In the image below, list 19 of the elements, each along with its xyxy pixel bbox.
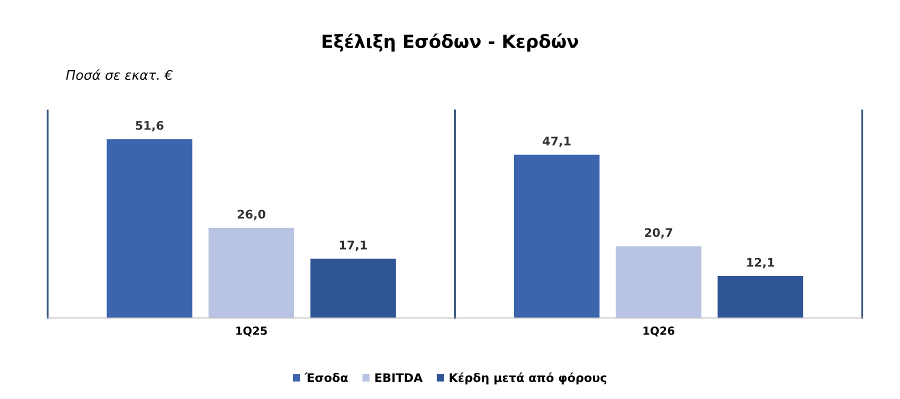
chart-title: Εξέλιξη Εσόδων - Κερδών <box>322 33 578 52</box>
x-tick-label: 1Q26 <box>644 326 674 336</box>
chart-subtitle: Ποσά σε εκατ. € <box>66 69 173 80</box>
legend-label: EBITDA <box>375 373 423 382</box>
bar <box>718 276 804 318</box>
legend-label: Έσοδα <box>304 372 348 382</box>
data-label: 26,0 <box>238 210 266 220</box>
data-label: 47,1 <box>542 136 571 148</box>
data-label: 17,1 <box>340 240 367 252</box>
bar <box>616 246 702 318</box>
data-label: 20,7 <box>644 228 672 239</box>
bar <box>514 154 600 318</box>
bar <box>106 139 192 318</box>
data-label: 12,1 <box>747 258 774 268</box>
legend-label: Κέρδη μετά από φόρους <box>450 372 606 384</box>
bar <box>208 228 294 318</box>
data-label: 51,6 <box>136 120 164 132</box>
x-tick-label: 1Q25 <box>236 326 267 336</box>
bar <box>310 258 396 318</box>
